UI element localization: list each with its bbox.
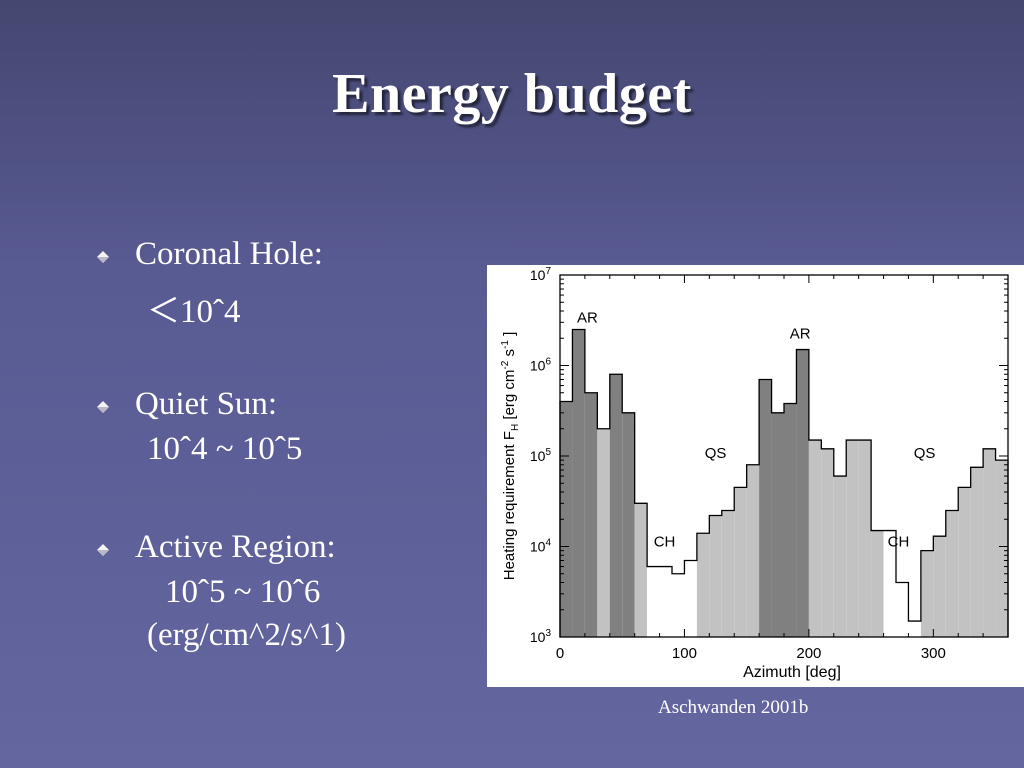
bar [584, 392, 598, 637]
x-axis-label: Azimuth [deg] [743, 664, 841, 681]
y-tick-label: 107 [530, 266, 552, 283]
bar [796, 349, 809, 637]
x-tick-label: 200 [796, 645, 821, 662]
diamond-bullet-icon [97, 544, 109, 556]
bar [784, 403, 797, 637]
chart-panel: 0 100 200 300 103 104 105 106 107 AR AR QS QS CH CH Azi… [487, 265, 1024, 687]
diamond-bullet-icon [97, 401, 109, 413]
bar [908, 621, 921, 637]
x-tick-label: 100 [672, 645, 697, 662]
bar [858, 440, 872, 637]
bar [970, 467, 984, 637]
bullet-value: ＜10ˆ4 [147, 294, 241, 330]
region-annotation: CH [888, 534, 910, 551]
bar [883, 530, 896, 637]
region-annotation: QS [705, 445, 727, 462]
bar [659, 566, 672, 637]
bar [647, 566, 660, 637]
x-tick-label: 300 [921, 645, 946, 662]
bar [920, 550, 934, 637]
diamond-bullet-icon [97, 251, 109, 263]
bar [734, 487, 747, 637]
bar [721, 510, 735, 637]
bar [622, 412, 635, 637]
bar [572, 329, 585, 637]
bar [808, 440, 822, 637]
bar [759, 379, 772, 637]
histogram-outline [559, 328, 1009, 637]
bullet-value: 10ˆ5 ~ 10ˆ6 [165, 574, 321, 610]
x-tick-label: 0 [556, 645, 564, 662]
bar [634, 503, 648, 637]
bar [821, 448, 834, 637]
heating-histogram-chart: 0 100 200 300 103 104 105 106 107 AR AR QS QS CH CH Azi… [500, 266, 1009, 681]
bar [945, 510, 959, 637]
y-tick-label: 105 [530, 447, 552, 464]
bar [696, 533, 710, 637]
bar [746, 464, 760, 637]
bullet-label: Quiet Sun: [135, 386, 278, 422]
bar [709, 515, 722, 637]
region-annotation: AR [577, 309, 598, 326]
figure-caption: Aschwanden 2001b [658, 697, 809, 718]
bullet-label: Coronal Hole: [135, 236, 323, 272]
bar [597, 428, 610, 637]
region-annotation: CH [654, 534, 676, 551]
bar [609, 374, 623, 637]
bullet-label: Active Region: [135, 529, 336, 565]
bar [771, 412, 784, 637]
bar [833, 476, 847, 637]
bar [983, 448, 996, 637]
bar [995, 460, 1008, 637]
bar [684, 560, 697, 637]
region-annotation: AR [790, 325, 811, 342]
bullet-value: 10ˆ4 ~ 10ˆ5 [147, 431, 303, 467]
slide-title: Energy budget [332, 63, 692, 125]
bar [672, 573, 685, 637]
y-tick-label: 104 [530, 538, 552, 555]
bar [896, 582, 909, 637]
bar [958, 487, 971, 637]
region-annotation: QS [914, 445, 936, 462]
y-tick-label: 103 [530, 628, 552, 645]
bar [933, 536, 946, 637]
y-tick-label: 106 [530, 357, 552, 374]
bullet-unit: (erg/cm^2/s^1) [147, 617, 346, 653]
bar [871, 530, 884, 637]
y-axis-label: Heating requirement FH [erg cm-2 s-1 ] [500, 332, 521, 581]
bar [846, 440, 859, 637]
